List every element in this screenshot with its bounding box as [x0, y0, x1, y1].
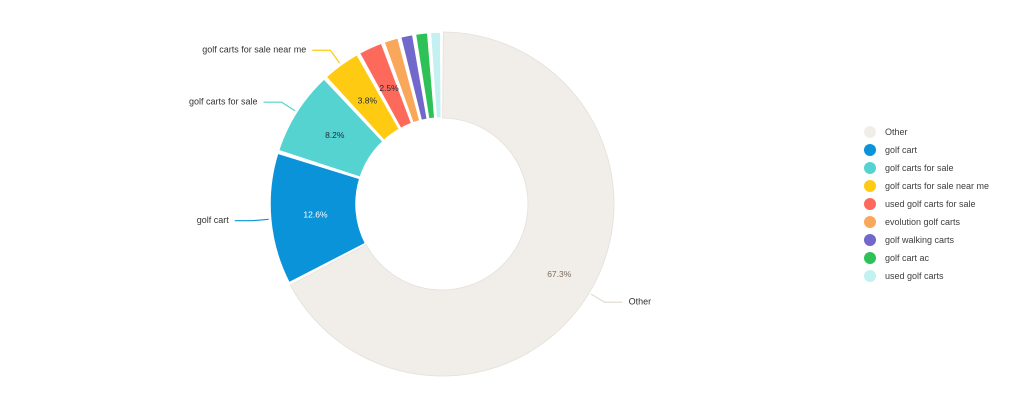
legend-swatch: [864, 216, 876, 228]
legend-item-golf-cart[interactable]: golf cart: [864, 141, 1014, 159]
legend-label: golf carts for sale near me: [885, 181, 990, 191]
legend-swatch: [864, 252, 876, 264]
legend-swatch: [864, 180, 876, 192]
legend-label: used golf carts for sale: [885, 199, 976, 209]
callout-label: golf cart: [197, 215, 230, 225]
legend-item-used-golf-carts[interactable]: used golf carts: [864, 267, 1014, 285]
legend-label: golf carts for sale: [885, 163, 954, 173]
slice-value-label: 12.6%: [303, 209, 328, 219]
legend-item-other[interactable]: Other: [864, 123, 1014, 141]
legend-label: Other: [885, 127, 908, 137]
legend-swatch: [864, 270, 876, 282]
legend-item-golf-walking-carts[interactable]: golf walking carts: [864, 231, 1014, 249]
legend-label: golf cart ac: [885, 253, 930, 263]
slice-value-label: 2.5%: [379, 83, 399, 93]
legend-item-used-golf-carts-for-sale[interactable]: used golf carts for sale: [864, 195, 1014, 213]
callout-line: [234, 218, 269, 222]
donut-slice-golf-cart-ac[interactable]: [414, 31, 436, 120]
donut-slice-golf-cart[interactable]: [269, 152, 367, 284]
legend-swatch: [864, 126, 876, 138]
donut-slice-used-golf-carts-for-sale[interactable]: [358, 42, 413, 130]
donut-slice-used-golf-carts[interactable]: [429, 31, 443, 119]
slice-value-label: 67.3%: [547, 269, 572, 279]
legend-swatch: [864, 198, 876, 210]
legend-label: used golf carts: [885, 271, 944, 281]
callout-label: golf carts for sale near me: [202, 45, 306, 55]
legend-swatch: [864, 162, 876, 174]
slice-value-label: 3.8%: [358, 96, 378, 106]
legend-label: golf cart: [885, 145, 918, 155]
legend-item-evolution-golf-carts[interactable]: evolution golf carts: [864, 213, 1014, 231]
callout-line: [263, 101, 296, 112]
slice-value-label: 8.2%: [325, 130, 345, 140]
donut-slice-other[interactable]: [289, 31, 615, 377]
chart-legend: Other golf cart golf carts for sale golf…: [864, 123, 1014, 285]
legend-item-golf-carts-for-sale-near-me[interactable]: golf carts for sale near me: [864, 177, 1014, 195]
donut-slice-golf-carts-for-sale-near-me[interactable]: [325, 53, 401, 142]
legend-item-golf-cart-ac[interactable]: golf cart ac: [864, 249, 1014, 267]
callout-line: [590, 293, 623, 303]
callout-label: golf carts for sale: [189, 97, 258, 107]
legend-label: golf walking carts: [885, 235, 955, 245]
legend-swatch: [864, 234, 876, 246]
donut-slice-golf-carts-for-sale[interactable]: [277, 78, 384, 179]
callout-line: [312, 49, 341, 64]
legend-item-golf-carts-for-sale[interactable]: golf carts for sale: [864, 159, 1014, 177]
legend-swatch: [864, 144, 876, 156]
legend-label: evolution golf carts: [885, 217, 961, 227]
donut-slice-evolution-golf-carts[interactable]: [383, 36, 421, 124]
donut-slice-golf-walking-carts[interactable]: [399, 33, 429, 122]
callout-label: Other: [629, 297, 652, 307]
